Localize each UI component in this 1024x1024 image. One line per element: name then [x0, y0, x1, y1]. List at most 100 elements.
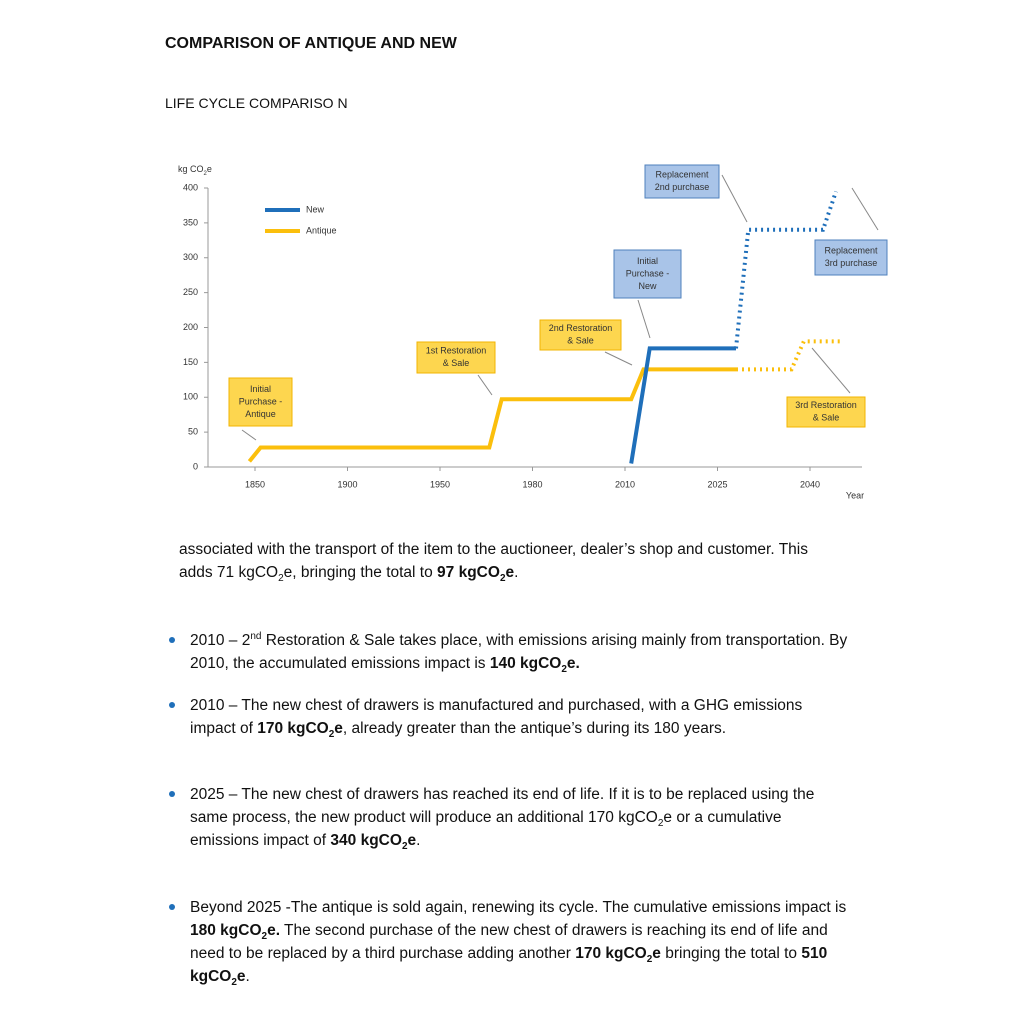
callout-box	[814, 239, 888, 276]
bullet-dot	[169, 637, 175, 643]
bullet-dot	[169, 904, 175, 910]
series-line	[247, 367, 736, 463]
text-run: 2	[261, 931, 268, 943]
y-label-sub: 2	[204, 171, 208, 177]
callout-box	[416, 341, 496, 374]
text-run: 2	[646, 954, 653, 966]
callout-text: & Sale	[443, 358, 470, 368]
text-run: 2	[401, 841, 408, 853]
callout-box	[613, 249, 682, 299]
x-tick-label: 1980	[522, 479, 542, 489]
text-run: e	[334, 720, 343, 737]
bullet: 2010 – The new chest of drawers is manuf…	[169, 694, 850, 741]
x-tick-label: 1850	[245, 479, 265, 489]
text-run: 2	[657, 818, 664, 830]
text-run: The second purchase of the new chest of …	[190, 922, 828, 962]
y-tick-label: 50	[188, 427, 198, 437]
y-tick-label: 0	[193, 461, 198, 471]
y-tick-label: 100	[183, 392, 198, 402]
doc-subtitle: LIFE CYCLE COMPARISO N	[165, 95, 348, 111]
y-tick-label: 200	[183, 322, 198, 332]
text-run: 2	[561, 664, 567, 676]
text-run: , already greater than the antique’s dur…	[342, 720, 727, 737]
text-run: 2	[278, 573, 284, 585]
callout-connectors	[241, 174, 879, 441]
callout-box	[539, 319, 622, 351]
projection-line	[734, 190, 838, 349]
callout-text: New	[638, 281, 657, 291]
y-label-part: e	[207, 164, 212, 174]
chart: kg CO2e Year 0 50 100 150 200 250 300 350 400 185…	[178, 164, 888, 500]
callout-text: 1st Restoration	[426, 346, 487, 356]
text-run: .	[245, 968, 250, 985]
y-tick-label: 150	[183, 357, 198, 367]
callout-text: Initial	[637, 256, 658, 266]
callout-text: 2nd Restoration	[549, 323, 613, 333]
legend-label: Antique	[306, 225, 337, 235]
text-run: .	[514, 564, 519, 581]
x-tick-label: 1950	[430, 479, 450, 489]
y-tick-label: 250	[183, 287, 198, 297]
text-run: e or a cumulative emissions impact of	[190, 809, 782, 849]
intro-paragraph: associated with the transport of the ite…	[179, 538, 839, 584]
callout-text: 3rd purchase	[825, 258, 878, 268]
text-run: 2025 – The new chest of drawers has reac…	[190, 786, 815, 826]
text-run: e	[505, 564, 515, 581]
callout-text: Antique	[245, 409, 276, 419]
y-tick-label: 400	[183, 182, 198, 192]
text-run: .	[416, 832, 421, 849]
callout-text: Replacement	[824, 246, 878, 256]
text-run: bringing the total to	[660, 945, 802, 962]
x-tick-label: 2025	[707, 479, 727, 489]
text-run: nd	[250, 630, 262, 642]
callout-text: & Sale	[813, 413, 840, 423]
text-run: 340 kgCO	[330, 832, 402, 849]
doc-title: COMPARISON OF ANTIQUE AND NEW	[165, 35, 457, 52]
text-run: 2010 – 2	[190, 632, 251, 649]
bullet: 2010 – 2nd Restoration & Sale takes plac…	[169, 629, 850, 676]
text-run: e, bringing the total to	[283, 564, 438, 581]
y-tick-label: 300	[183, 252, 198, 262]
x-tick-label: 2010	[615, 479, 635, 489]
text-run: Restoration & Sale takes place, with emi…	[190, 632, 848, 672]
x-tick-label: 2040	[800, 479, 820, 489]
text-run: e.	[267, 922, 281, 939]
bullet: 2025 – The new chest of drawers has reac…	[169, 783, 850, 853]
text-run: e.	[566, 655, 580, 672]
x-tick-label: 1900	[337, 479, 357, 489]
callout-box	[786, 396, 866, 428]
callout-text: 2nd purchase	[655, 182, 710, 192]
callout-box	[644, 164, 720, 199]
callout-box	[228, 377, 293, 427]
bullet: Beyond 2025 -The antique is sold again, …	[169, 896, 850, 989]
callout-text: Replacement	[655, 170, 709, 180]
bullet-dot	[169, 702, 175, 708]
text-run: 180 kgCO	[190, 922, 262, 939]
y-axis-label: kg CO2e	[178, 164, 212, 176]
callout-text: 3rd Restoration	[795, 400, 857, 410]
text-run: 2010 – The new chest of drawers is manuf…	[190, 697, 803, 737]
text-run: 170 kgCO	[257, 720, 329, 737]
text-run: 97 kgCO	[437, 564, 500, 581]
text-run: 510 kgCO	[190, 945, 828, 985]
legend-label: New	[306, 204, 325, 214]
series-line	[629, 346, 736, 464]
x-axis-label: Year	[846, 490, 864, 500]
callout-text: & Sale	[567, 336, 594, 346]
text-run: e	[236, 968, 246, 985]
text-run: 2	[499, 573, 506, 585]
y-label-part: kg CO	[178, 164, 204, 174]
text-run: e	[407, 832, 417, 849]
callout-text: Purchase -	[626, 268, 670, 278]
text-run: 140 kgCO	[489, 655, 562, 672]
text-run: 170 kgCO	[575, 945, 647, 962]
bullet-dot	[169, 791, 175, 797]
callout-text: Initial	[250, 384, 271, 394]
text-run: Beyond 2025 -The antique is sold again, …	[190, 899, 847, 916]
y-tick-label: 350	[183, 217, 198, 227]
text-run: associated with the transport of the ite…	[179, 541, 808, 581]
text-run: 2	[231, 977, 237, 989]
text-run: 2	[328, 729, 335, 741]
callout-text: Purchase -	[239, 396, 283, 406]
